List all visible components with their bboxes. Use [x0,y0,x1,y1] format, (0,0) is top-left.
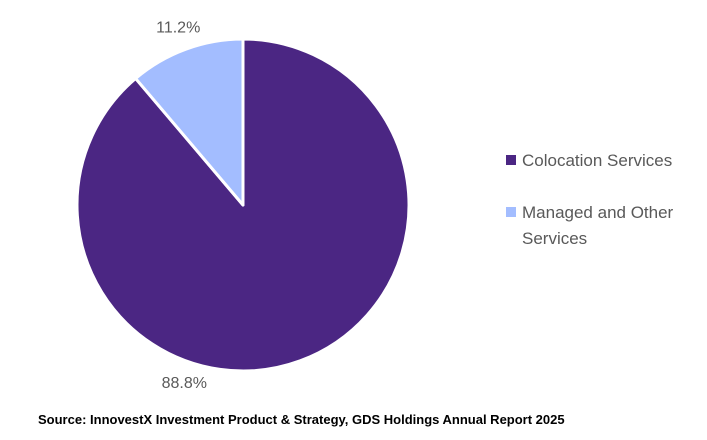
legend: Colocation Services Managed and Other Se… [506,148,706,278]
legend-item-colocation: Colocation Services [506,148,706,174]
legend-label-managed: Managed and Other Services [522,203,674,248]
pie-data-labels: 88.8% 11.2% [156,20,207,392]
pie-slice-managed [134,37,245,207]
legend-swatch-managed [506,207,516,217]
data-label-colocation: 88.8% [162,375,207,392]
legend-item-managed: Managed and Other Services [506,200,706,252]
pie-slices [75,37,411,373]
legend-label-colocation: Colocation Services [522,151,673,170]
source-note: Source: InnovestX Investment Product & S… [38,412,565,427]
data-label-managed: 11.2% [156,20,200,37]
legend-swatch-colocation [506,155,516,165]
